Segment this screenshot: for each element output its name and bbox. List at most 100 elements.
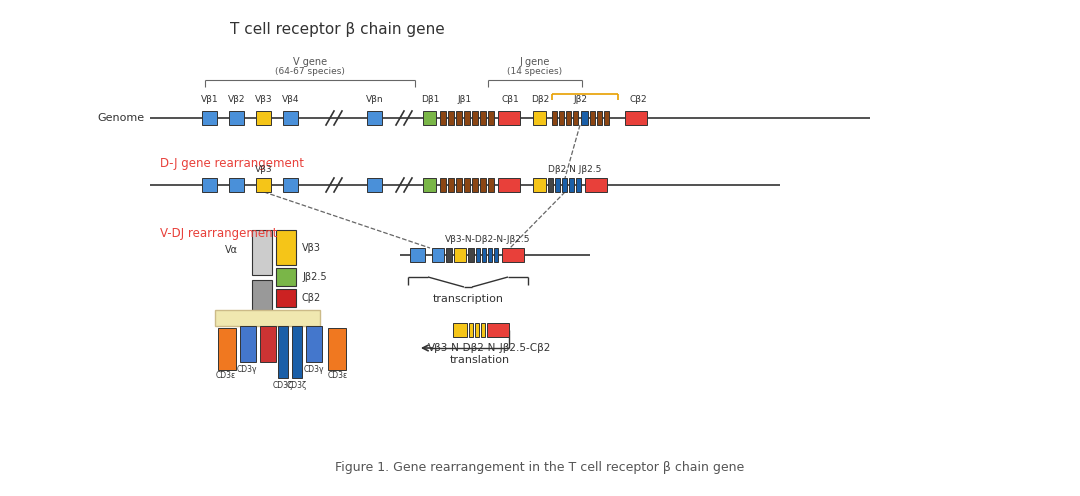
Bar — [625, 111, 647, 125]
Bar — [569, 178, 573, 192]
Bar — [481, 323, 485, 337]
Text: Vβ3: Vβ3 — [302, 243, 321, 253]
Bar — [306, 326, 322, 362]
Bar — [464, 178, 470, 192]
Bar — [276, 268, 296, 286]
Bar — [585, 178, 607, 192]
Text: transcription: transcription — [432, 294, 503, 304]
Bar — [423, 178, 436, 192]
Bar — [292, 326, 302, 378]
Bar — [548, 178, 553, 192]
Text: D-J gene rearrangement: D-J gene rearrangement — [160, 157, 303, 170]
Text: Vβ3: Vβ3 — [255, 165, 273, 174]
Text: V-DJ rearrangement: V-DJ rearrangement — [160, 227, 278, 240]
Bar — [597, 111, 602, 125]
Bar — [410, 248, 426, 262]
Bar — [562, 178, 567, 192]
Bar — [482, 248, 486, 262]
Text: Genome: Genome — [98, 113, 145, 123]
Text: Dβ2 N Jβ2.5: Dβ2 N Jβ2.5 — [549, 165, 602, 174]
Bar — [456, 178, 462, 192]
Text: CD3γ: CD3γ — [303, 366, 324, 374]
Bar — [566, 111, 571, 125]
Bar — [488, 111, 494, 125]
Text: Vβ3-N-Dβ2-N-Jβ2.5-Cβ2: Vβ3-N-Dβ2-N-Jβ2.5-Cβ2 — [429, 343, 552, 353]
Bar — [559, 111, 564, 125]
Bar — [480, 111, 486, 125]
Bar — [534, 178, 546, 192]
Bar — [252, 280, 272, 310]
Text: CD3γ: CD3γ — [237, 366, 257, 374]
Bar — [276, 289, 296, 307]
Bar — [573, 111, 578, 125]
Bar — [229, 111, 244, 125]
Bar — [464, 111, 470, 125]
Text: Vβ2: Vβ2 — [228, 96, 246, 105]
Bar — [472, 111, 478, 125]
Bar — [283, 111, 298, 125]
Text: Vβ3: Vβ3 — [255, 96, 273, 105]
Text: Vβ3-N-Dβ2-N-Jβ2.5: Vβ3-N-Dβ2-N-Jβ2.5 — [445, 235, 530, 244]
Text: CD3ε: CD3ε — [328, 372, 348, 380]
Bar — [256, 178, 271, 192]
Bar — [604, 111, 609, 125]
Bar — [454, 248, 465, 262]
Text: Cβ2: Cβ2 — [302, 293, 321, 303]
Bar — [440, 111, 446, 125]
Bar — [488, 178, 494, 192]
Text: CD3ε: CD3ε — [216, 372, 237, 380]
Bar — [448, 111, 454, 125]
Bar — [590, 111, 595, 125]
Text: Dβ2: Dβ2 — [531, 96, 549, 105]
Bar — [229, 178, 244, 192]
Text: CD3ζ: CD3ζ — [287, 381, 307, 390]
Bar — [446, 248, 453, 262]
Text: Jβ2.5: Jβ2.5 — [302, 272, 326, 282]
Text: Cβ2: Cβ2 — [630, 96, 647, 105]
Text: J gene: J gene — [519, 57, 550, 67]
Text: Vβ4: Vβ4 — [282, 96, 300, 105]
Bar — [276, 230, 296, 265]
Bar — [240, 326, 256, 362]
Bar — [367, 178, 382, 192]
Text: (64-67 species): (64-67 species) — [275, 67, 345, 76]
Bar — [498, 178, 519, 192]
Text: Cβ1: Cβ1 — [501, 96, 518, 105]
Bar — [328, 328, 346, 370]
Text: T cell receptor β chain gene: T cell receptor β chain gene — [230, 22, 445, 37]
Bar — [202, 111, 217, 125]
Bar — [260, 326, 276, 362]
Text: (14 species): (14 species) — [508, 67, 563, 76]
Bar — [476, 248, 480, 262]
Bar — [440, 178, 446, 192]
Text: translation: translation — [450, 355, 510, 365]
Bar — [555, 178, 561, 192]
Bar — [472, 178, 478, 192]
Text: Jβ2: Jβ2 — [573, 96, 588, 105]
Bar — [218, 328, 237, 370]
Bar — [480, 178, 486, 192]
Bar — [256, 111, 271, 125]
Bar — [502, 248, 524, 262]
Bar — [534, 111, 546, 125]
Text: Figure 1. Gene rearrangement in the T cell receptor β chain gene: Figure 1. Gene rearrangement in the T ce… — [336, 461, 744, 475]
Bar — [432, 248, 444, 262]
Bar — [215, 310, 320, 326]
Bar — [475, 323, 480, 337]
Text: Dβ1: Dβ1 — [421, 96, 440, 105]
Bar — [469, 323, 473, 337]
Bar — [487, 323, 509, 337]
Bar — [252, 230, 272, 275]
Bar — [283, 178, 298, 192]
Text: Jβ1: Jβ1 — [458, 96, 472, 105]
Bar — [576, 178, 581, 192]
Bar — [552, 111, 557, 125]
Bar — [581, 111, 588, 125]
Bar — [423, 111, 436, 125]
Text: Vβ1: Vβ1 — [201, 96, 219, 105]
Text: CD3ζ: CD3ζ — [273, 381, 293, 390]
Bar — [498, 111, 519, 125]
Text: V gene: V gene — [293, 57, 327, 67]
Bar — [453, 323, 467, 337]
Bar — [456, 111, 462, 125]
